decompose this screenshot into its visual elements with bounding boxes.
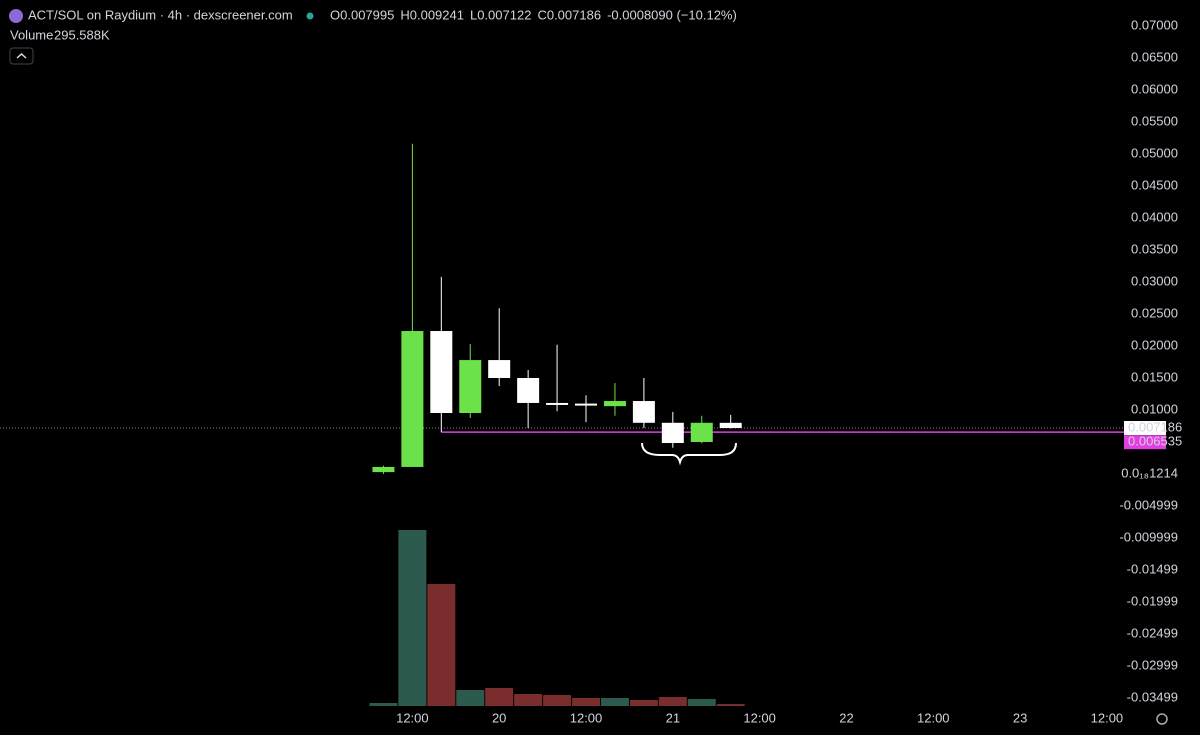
candle-body bbox=[517, 377, 540, 403]
y-tick-label: 0.02500 bbox=[1131, 305, 1178, 320]
volume-bar bbox=[687, 699, 716, 706]
volume-bar bbox=[485, 688, 514, 706]
y-tick-label: -0.004999 bbox=[1119, 497, 1178, 512]
x-tick-label: 12:00 bbox=[570, 710, 603, 725]
y-tick-label: -0.01999 bbox=[1127, 593, 1178, 608]
y-tick-label: 0.02000 bbox=[1131, 337, 1178, 352]
volume-value: 295.588K bbox=[54, 27, 110, 42]
x-tick-label: 12:00 bbox=[743, 710, 776, 725]
volume-bar bbox=[543, 695, 572, 706]
ohlc-legend: O 0.007995 H 0.009241 L 0.007122 C 0.007186 -0.0… bbox=[330, 7, 737, 22]
volume-bar bbox=[572, 698, 601, 706]
y-tick-label: 0.04000 bbox=[1131, 209, 1178, 224]
y-tick-label: -0.02499 bbox=[1127, 625, 1178, 640]
y-tick-label: 0.07000 bbox=[1131, 17, 1178, 32]
price-line-label: 0.006535 bbox=[1128, 434, 1182, 449]
y-tick-label: -0.02999 bbox=[1127, 657, 1178, 672]
ohlc-value: 0.007995 bbox=[340, 7, 394, 22]
ohlc-letter: O bbox=[330, 7, 340, 22]
ohlc-change: -0.0008090 (−10.12%) bbox=[607, 7, 737, 22]
volume-bar bbox=[369, 703, 398, 706]
last-price-tag bbox=[1124, 421, 1166, 436]
volume-bar bbox=[629, 700, 658, 706]
x-tick-label: 22 bbox=[839, 710, 853, 725]
candle-body bbox=[488, 360, 511, 378]
y-tick-label: 0.05000 bbox=[1131, 145, 1178, 160]
candle-body bbox=[546, 402, 569, 405]
volume-bar bbox=[716, 704, 745, 706]
candle-body bbox=[430, 331, 453, 414]
x-tick-label: 12:00 bbox=[396, 710, 429, 725]
candle-body bbox=[690, 422, 713, 442]
candle-body bbox=[401, 331, 424, 467]
volume-bar bbox=[514, 694, 543, 706]
ohlc-letter: C bbox=[537, 7, 546, 22]
y-tick-label: 0.05500 bbox=[1131, 113, 1178, 128]
candle-body bbox=[459, 360, 482, 414]
candle-body bbox=[603, 401, 626, 407]
candle-body bbox=[632, 401, 655, 423]
collapse-button[interactable] bbox=[9, 47, 34, 65]
volume-bar bbox=[398, 530, 427, 706]
ohlc-value: 0.007186 bbox=[547, 7, 601, 22]
settings-icon[interactable] bbox=[1156, 713, 1168, 725]
y-tick-label: -0.03499 bbox=[1127, 689, 1178, 704]
plot: 0.07000 0.06500 0.06000 0.05500 0.05000 0.045… bbox=[0, 17, 1182, 725]
y-tick-label: 0.03000 bbox=[1131, 273, 1178, 288]
y-tick-label: 0.06000 bbox=[1131, 81, 1178, 96]
y-tick-label: 0.01000 bbox=[1131, 401, 1178, 416]
ohlc-value: 0.009241 bbox=[410, 7, 464, 22]
x-tick-label: 20 bbox=[492, 710, 506, 725]
x-tick-label: 23 bbox=[1013, 710, 1027, 725]
x-tick-label: 12:00 bbox=[1091, 710, 1124, 725]
bracket-annotation bbox=[641, 442, 737, 466]
x-tick-label: 21 bbox=[666, 710, 680, 725]
candle-body bbox=[575, 403, 598, 406]
collapse-icon bbox=[16, 52, 27, 59]
y-tick-label: 0.03500 bbox=[1131, 241, 1178, 256]
y-tick-label: 0.04500 bbox=[1131, 177, 1178, 192]
y-tick-label: 0.06500 bbox=[1131, 49, 1178, 64]
status-dot bbox=[306, 12, 314, 20]
y-tick-label: -0.009999 bbox=[1119, 529, 1178, 544]
volume-bar bbox=[658, 697, 687, 706]
volume-name: Volume bbox=[10, 27, 53, 42]
last-price-label: 0.007186 bbox=[1128, 419, 1182, 434]
y-tick-label: -0.01499 bbox=[1127, 561, 1178, 576]
chart-title: ACT/SOL on Raydium · 4h · dexscreener.co… bbox=[28, 7, 293, 22]
volume-bar bbox=[427, 584, 456, 706]
token-logo bbox=[9, 9, 23, 23]
candle-body bbox=[719, 422, 742, 429]
ohlc-value: 0.007122 bbox=[477, 7, 531, 22]
volume-bar bbox=[600, 698, 629, 706]
candle-body bbox=[661, 422, 684, 444]
x-tick-label: 12:00 bbox=[917, 710, 950, 725]
price-line-tag bbox=[1124, 435, 1166, 450]
volume-bar bbox=[456, 690, 485, 706]
ohlc-letter: L bbox=[470, 7, 477, 22]
y-tick-label: 0.01500 bbox=[1131, 369, 1178, 384]
ohlc-letter: H bbox=[400, 7, 409, 22]
y-tick-label: 0.0₁₈1214 bbox=[1121, 465, 1178, 480]
candle-body bbox=[372, 466, 395, 473]
